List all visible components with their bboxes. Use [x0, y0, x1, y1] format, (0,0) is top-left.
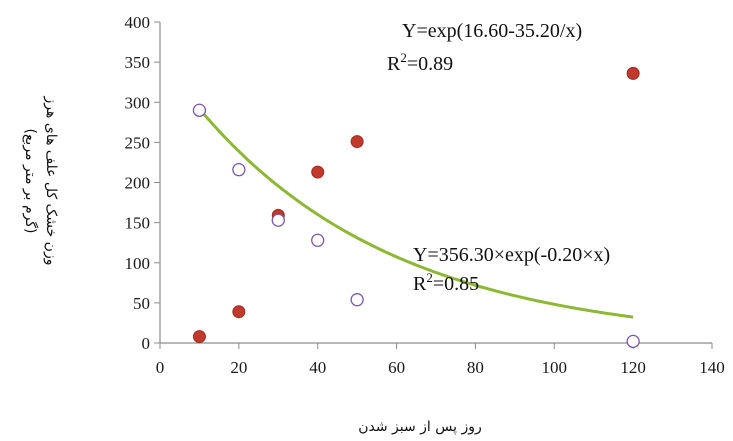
- y-tick-label: 200: [125, 174, 151, 193]
- y-tick-label: 400: [125, 13, 151, 32]
- axes: 0 20 40 60 80 100 120 140 0 50 100 150 200 250 300 350…: [125, 13, 725, 377]
- data-markers: [192, 66, 640, 349]
- x-tick-label: 120: [620, 358, 646, 377]
- y-tick-group: 0 50 100 150 200 250 300 350 400: [125, 13, 160, 353]
- y-tick-label: 50: [133, 294, 150, 313]
- x-tick-label: 20: [230, 358, 247, 377]
- y-tick-label: 0: [142, 334, 151, 353]
- r2-prefix: R: [387, 53, 401, 75]
- y-axis-title-line1: وزن خشک کل علف های هرز: [43, 96, 59, 266]
- y-tick-label: 100: [125, 254, 151, 273]
- x-tick-group: 0 20 40 60 80 100 120 140: [156, 343, 725, 377]
- r2-superscript: 2: [400, 50, 407, 65]
- y-tick-label: 250: [125, 133, 151, 152]
- y-tick-label: 150: [125, 214, 151, 233]
- y-axis-title: وزن خشک کل علف های هرز (گرم بر متر مربع): [22, 96, 59, 266]
- x-tick-label: 40: [309, 358, 326, 377]
- data-point-filled: [311, 165, 325, 179]
- data-point-open: [271, 213, 285, 227]
- r2-value: =0.85: [433, 273, 479, 295]
- y-tick-label: 350: [125, 53, 151, 72]
- y-axis-title-line2: (گرم بر متر مربع): [22, 129, 39, 234]
- data-point-open: [192, 103, 207, 117]
- x-tick-label: 100: [542, 358, 568, 377]
- data-point-filled: [192, 330, 206, 344]
- x-tick-label: 80: [467, 358, 484, 377]
- fit-curves: [198, 107, 634, 319]
- x-tick-label: 0: [156, 358, 165, 377]
- r2-prefix: R: [413, 273, 427, 295]
- r2-superscript: 2: [426, 270, 433, 285]
- x-tick-label: 140: [699, 358, 725, 377]
- fit-annotation-decay: Y=356.30×exp(-0.20×x) R2=0.85: [413, 244, 610, 295]
- fit-equation-growth: Y=exp(16.60-35.20/x): [402, 20, 582, 42]
- data-point-open: [311, 233, 325, 247]
- data-point-open: [350, 293, 364, 307]
- data-point-filled: [350, 135, 364, 149]
- fit-curve-decay: [198, 107, 634, 319]
- x-axis-title: روز پس از سبز شدن: [358, 419, 482, 435]
- data-point-open: [626, 334, 640, 349]
- fit-equation-decay: Y=356.30×exp(-0.20×x): [413, 244, 610, 266]
- data-point-filled: [232, 305, 246, 319]
- fit-r2-decay: R2=0.85: [413, 270, 479, 295]
- y-tick-label: 300: [125, 93, 151, 112]
- x-tick-label: 60: [388, 358, 405, 377]
- fit-annotation-growth: Y=exp(16.60-35.20/x) R2=0.89: [387, 20, 582, 75]
- data-point-open: [232, 163, 246, 177]
- r2-value: =0.89: [407, 53, 453, 75]
- fit-r2-growth: R2=0.89: [387, 50, 453, 75]
- data-point-filled: [626, 66, 640, 80]
